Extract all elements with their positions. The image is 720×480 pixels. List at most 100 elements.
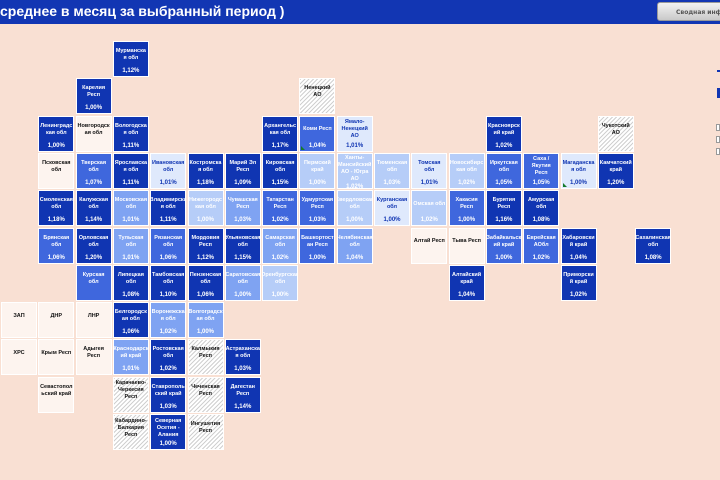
region-tile[interactable]: Костромска я обл 1,18%	[187, 152, 224, 189]
region-tile[interactable]: Амурская обл 1,08%	[523, 190, 560, 227]
region-tile[interactable]: Псковская обл	[38, 152, 75, 189]
region-tile[interactable]: Архангельс кая обл 1,17%	[262, 115, 299, 152]
region-tile[interactable]: Новгородск ая обл	[75, 115, 112, 152]
region-tile[interactable]: Ульяновская обл 1,15%	[224, 227, 261, 264]
region-tile[interactable]: Алтайский край 1,04%	[448, 264, 485, 301]
region-name: Белгородск ая обл	[114, 309, 147, 323]
region-tile[interactable]: Кабардино-Балкария Респ	[112, 414, 149, 450]
region-tile[interactable]: Воронежска я обл 1,02%	[150, 302, 187, 339]
region-tile[interactable]: Тыва Респ	[448, 227, 485, 264]
region-tile[interactable]: Волгоградск ая обл 1,00%	[187, 302, 224, 339]
region-tile[interactable]: Ставрополь ский край 1,03%	[150, 376, 187, 413]
region-name: Мурманска я обл	[115, 48, 146, 61]
region-value: 1,06%	[47, 254, 65, 261]
region-tile[interactable]: Нижегородс кая обл 1,00%	[187, 190, 224, 227]
region-tile[interactable]: Ростовская обл 1,02%	[150, 339, 187, 376]
region-tile[interactable]: Чувашская Респ 1,03%	[224, 190, 261, 227]
region-tile[interactable]: Курганская обл 1,00%	[374, 190, 410, 227]
region-tile[interactable]: ЗАП	[1, 302, 37, 339]
region-tile[interactable]: Хабаровски й край 1,04%	[560, 227, 597, 264]
region-tile[interactable]: Сахалинская обл 1,08%	[635, 227, 672, 264]
region-tile[interactable]: Оренбургская обл 1,00%	[262, 264, 299, 301]
region-name: Рязанская обл	[154, 234, 183, 248]
region-tile[interactable]: Астраханска я обл 1,03%	[224, 339, 261, 376]
region-tile[interactable]: Карачаево-Черкесия Респ	[112, 376, 149, 413]
region-tile[interactable]: Иркутская обл 1,05%	[485, 152, 522, 189]
region-tile[interactable]: Саха / Якутия Респ 1,05%	[523, 152, 560, 189]
region-tile[interactable]: Красноярск ий край 1,02%	[485, 115, 522, 152]
region-tile[interactable]: ДНР	[38, 302, 75, 339]
region-tile[interactable]: Адыгея Респ	[75, 339, 112, 376]
summary-info-button[interactable]: Сводная инфо	[657, 2, 720, 21]
region-value: 1,02%	[458, 179, 476, 186]
region-tile[interactable]: Ханты-Мансийский АО - Югра АО 1,02%	[336, 152, 373, 189]
region-tile[interactable]: Марий Эл Респ 1,09%	[224, 152, 261, 189]
region-tile[interactable]: Владимирска я обл 1,11%	[150, 190, 187, 227]
region-tile[interactable]: Московская обл 1,01%	[112, 190, 149, 227]
region-tile[interactable]: Брянская обл 1,06%	[38, 227, 75, 264]
region-tile[interactable]: Саратовская обл 1,00%	[224, 264, 261, 301]
region-tile[interactable]: Севастопол ьский край	[38, 376, 75, 413]
region-tile[interactable]: Вологодска я обл 1,11%	[112, 115, 149, 152]
region-tile[interactable]: Ненецкий АО	[299, 78, 336, 115]
region-tile[interactable]: Северная Осетия - Алания 1,00%	[150, 414, 187, 450]
region-tile[interactable]: ЛНР	[75, 302, 112, 339]
region-tile[interactable]: Пермский край 1,00%	[299, 152, 336, 189]
region-tile[interactable]: Мордовия Респ 1,12%	[187, 227, 224, 264]
region-tile[interactable]: Бурятия Респ 1,16%	[485, 190, 522, 227]
region-tile[interactable]: Калмыкия Респ	[187, 339, 224, 376]
region-tile[interactable]: Челябинская обл 1,04%	[336, 227, 373, 264]
region-tile[interactable]: Ярославска я обл 1,11%	[112, 152, 149, 189]
region-tile[interactable]: Белгородск ая обл 1,06%	[112, 302, 149, 339]
region-tile[interactable]: Приморски й край 1,02%	[560, 264, 597, 301]
region-tile[interactable]: Тюменская обл 1,03%	[374, 152, 410, 189]
region-tile[interactable]: Новосибирс кая обл 1,02%	[448, 152, 485, 189]
region-tile[interactable]: Камчатский край 1,20%	[597, 152, 634, 189]
region-tile[interactable]: Ямало-Ненецкий АО 1,01%	[336, 115, 373, 152]
region-tile[interactable]: Карелия Респ 1,00%	[75, 78, 112, 115]
region-tile[interactable]: Орловская обл 1,20%	[75, 227, 112, 264]
region-tile[interactable]: Башкортост ан Респ 1,00%	[299, 227, 336, 264]
region-tile[interactable]: Липецкая обл 1,08%	[112, 264, 149, 301]
region-tile[interactable]: Самарская обл 1,02%	[262, 227, 299, 264]
region-tile[interactable]: Курская обл	[75, 264, 112, 301]
region-tile[interactable]: Еврейская АОбл 1,02%	[523, 227, 560, 264]
region-tile[interactable]: Краснодарск ий край 1,01%	[112, 339, 149, 376]
region-tile[interactable]: Пензенская обл 1,06%	[187, 264, 224, 301]
region-tile[interactable]: Тверская обл 1,07%	[75, 152, 112, 189]
region-tile[interactable]: Алтай Респ	[411, 227, 448, 264]
region-tile[interactable]: Ингушетия Респ	[187, 414, 224, 450]
region-tile[interactable]: Забайкальск ий край 1,00%	[485, 227, 522, 264]
region-tile[interactable]: Свердловская обл 1,00%	[336, 190, 373, 227]
region-value: 1,00%	[234, 291, 252, 298]
region-tile[interactable]: Тульская обл 1,01%	[112, 227, 149, 264]
region-value: 1,07%	[85, 179, 103, 186]
region-name: Брянская обл	[43, 234, 70, 248]
region-tile[interactable]: Татарстан Респ 1,02%	[262, 190, 299, 227]
region-tile[interactable]: Чеченская Респ	[187, 376, 224, 413]
region-tile[interactable]: Омская обл 1,02%	[411, 190, 448, 227]
region-value: 1,00%	[47, 142, 65, 149]
region-tile[interactable]: Ленинградс кая обл 1,00%	[38, 115, 75, 152]
region-tile[interactable]: Тамбовская обл 1,10%	[150, 264, 187, 301]
region-tile[interactable]: Томская обл 1,01%	[411, 152, 448, 189]
region-tile[interactable]: Удмуртская Респ 1,03%	[299, 190, 336, 227]
region-tile[interactable]: Магаданска я обл 1,00%	[560, 152, 597, 189]
region-tile[interactable]: Хакасия Респ 1,00%	[448, 190, 485, 227]
region-tile[interactable]: Смоленская обл 1,18%	[38, 190, 75, 227]
region-tile[interactable]: Коми Респ 1,04%	[299, 115, 336, 152]
region-tile[interactable]: Рязанская обл 1,06%	[150, 227, 187, 264]
region-value: 1,18%	[196, 179, 214, 186]
region-value: 1,02%	[159, 329, 177, 336]
region-tile[interactable]: Калужская обл 1,14%	[75, 190, 112, 227]
region-tile[interactable]: ХРС	[1, 339, 37, 376]
region-name: Ульяновская обл	[225, 234, 261, 248]
region-value: 1,00%	[196, 217, 214, 224]
region-tile[interactable]: Мурманска я обл 1,12%	[112, 41, 149, 77]
region-tile[interactable]: Дагестан Респ 1,14%	[224, 376, 261, 413]
region-tile[interactable]: Ивановская обл 1,01%	[150, 152, 187, 189]
region-tile[interactable]: Чукотский АО	[597, 115, 634, 152]
region-name: Томская обл	[418, 159, 441, 173]
region-tile[interactable]: Крым Респ	[38, 339, 75, 376]
region-tile[interactable]: Кировская обл 1,15%	[262, 152, 299, 189]
